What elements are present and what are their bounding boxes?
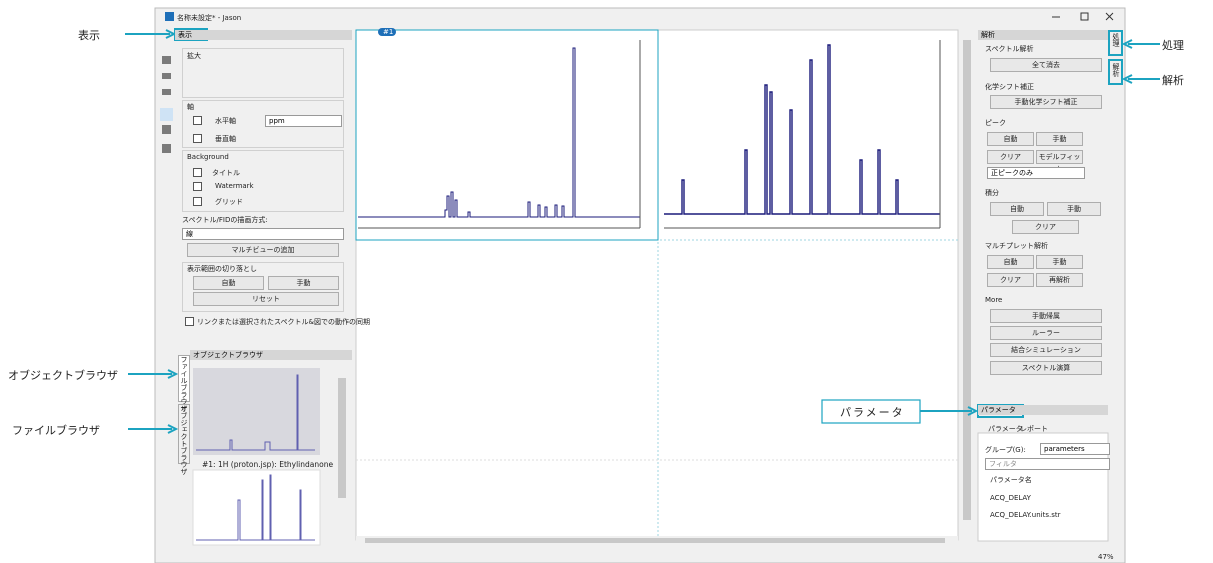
label: リンクまたは選択されたスペクトル&図での動作の同期 [197,318,370,326]
spectrum-item[interactable]: #1: 1H (proton.jsp): Ethylindanone [202,460,334,469]
view-tab-bg [378,28,396,36]
label: 垂直軸 [215,135,236,143]
filter-input[interactable]: フィルタ [985,458,1110,470]
callout: 表示 [78,29,100,42]
callout: 処理 [1162,39,1184,52]
tab[interactable]: レポート [1020,425,1048,433]
button[interactable]: 手動帰属 [990,309,1102,323]
button[interactable]: 自動 [987,255,1034,269]
label: グループ(G): [985,446,1026,454]
window-controls [1052,12,1114,21]
view-tab[interactable]: #1 [383,28,394,36]
tab[interactable]: オブジェクトブラウザ [178,404,190,475]
label: 拡大 [187,52,201,60]
button[interactable]: ルーラー [990,326,1102,340]
label: Watermark [215,182,254,190]
panel-header: パラメータ [978,405,1108,415]
label: 化学シフト補正 [985,83,1034,91]
panel-header: 表示 [175,30,352,40]
label: マルチプレット解析 [985,242,1048,250]
button[interactable]: 自動 [987,132,1034,146]
unit-dropdown[interactable]: ppm [265,115,342,127]
label: 水平軸 [215,117,236,125]
callout: 解析 [1162,74,1184,87]
dropdown[interactable]: parameters [1040,443,1110,455]
button[interactable]: 手動化学シフト補正 [990,95,1102,109]
dropdown[interactable]: 正ピークのみ [987,167,1085,179]
selection [355,29,659,241]
button[interactable]: クリア [987,150,1034,164]
label: 積分 [985,189,999,197]
label: スペクトル解析 [985,45,1034,53]
row[interactable]: ACQ_DELAY.units.str [990,511,1061,519]
tab[interactable]: パラメータ [988,425,1023,433]
button[interactable]: 手動 [1036,255,1083,269]
callout: パラメータ [840,406,905,419]
label: タイトル [212,169,240,177]
label: ピーク [985,119,1006,127]
label: スペクトル/FIDの描画方式: [182,216,268,224]
row[interactable]: ACQ_DELAY [990,494,1031,502]
spectrum-1h [358,47,640,218]
button[interactable]: マルチビューの追加 [187,243,339,257]
spectrum-13c [664,44,940,215]
toolbar-icons [160,56,173,153]
button[interactable]: 手動 [268,276,339,290]
button[interactable]: 全て消去 [990,58,1102,72]
main-view [355,29,959,541]
column-header: パラメータ名 [990,476,1032,484]
app-icon [165,12,174,21]
button[interactable]: クリア [1012,220,1079,234]
button[interactable]: 再解析 [1036,273,1083,287]
tab[interactable]: 解析 [1112,63,1120,77]
callout: ファイルブラウザ [12,424,100,437]
button[interactable]: 手動 [1047,202,1101,216]
button[interactable]: 自動 [990,202,1044,216]
panel-header: 解析 [978,30,1108,40]
thumb-1 [193,368,320,455]
window-title: 名称未設定* - Jason [177,14,242,22]
button[interactable]: 自動 [193,276,264,290]
button[interactable]: 手動 [1036,132,1083,146]
button[interactable]: リセット [193,292,339,306]
button[interactable]: クリア [987,273,1034,287]
tab[interactable]: 処理 [1112,33,1120,47]
button[interactable]: 結合シミュレーション [990,343,1102,357]
zoom-level: 47% [1098,553,1114,561]
panel-header: オブジェクトブラウザ [190,350,352,360]
button[interactable]: モデルフィット [1036,150,1083,173]
tab[interactable]: ファイルブラウザ [178,355,190,412]
label: 表示範囲の切り落とし [187,265,257,273]
button[interactable]: スペクトル演算 [990,361,1102,375]
label: グリッド [215,198,243,206]
draw-mode-dropdown[interactable]: 線 [182,228,344,240]
label: More [985,296,1003,304]
label: Background [187,153,229,161]
label: 軸 [187,103,194,111]
callout: オブジェクトブラウザ [8,369,118,382]
